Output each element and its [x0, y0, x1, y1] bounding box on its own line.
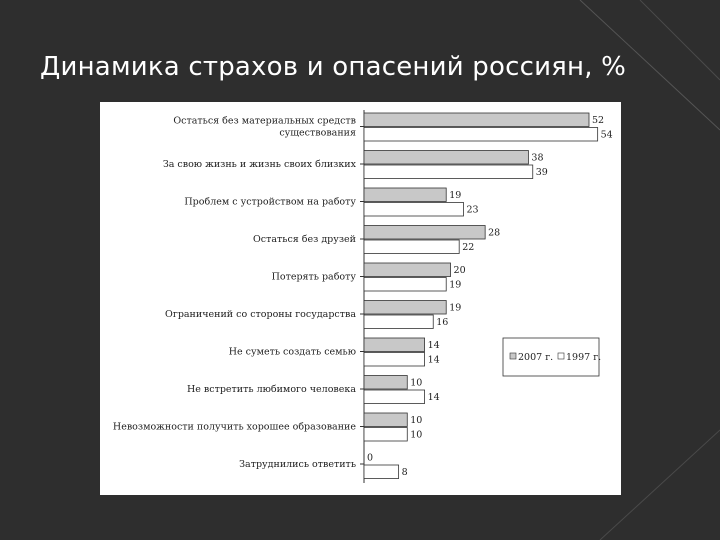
bar-2007 — [363, 375, 408, 390]
bar-2007 — [363, 262, 451, 277]
slide-title: Динамика страхов и опасений россиян, % — [40, 52, 627, 82]
category-label: Затруднились ответить — [239, 459, 356, 470]
bar-2007 — [363, 225, 486, 240]
legend-label-1997: 1997 г. — [566, 352, 601, 363]
bar-1997 — [363, 389, 425, 404]
category-label: Потерять работу — [272, 272, 357, 283]
data-label-1997: 23 — [467, 205, 479, 216]
data-label-2007: 38 — [531, 153, 543, 164]
category-label: Невозможности получить хорошее образован… — [113, 422, 356, 433]
data-label-2007: 14 — [428, 340, 440, 351]
bar-1997 — [363, 239, 460, 254]
bar-1997 — [363, 314, 434, 329]
legend-label-2007: 2007 г. — [518, 352, 553, 363]
data-label-1997: 8 — [402, 467, 408, 478]
bar-2007 — [363, 112, 590, 127]
category-label: Ограничений со стороны государства — [165, 309, 356, 320]
data-label-1997: 39 — [536, 167, 548, 178]
data-label-2007: 0 — [367, 453, 373, 464]
bar-2007 — [363, 300, 447, 315]
bar-1997 — [363, 202, 464, 217]
legend-swatch-2007 — [509, 352, 517, 360]
data-label-1997: 16 — [436, 317, 448, 328]
category-label: Проблем с устройством на работу — [184, 197, 356, 208]
chart-panel: Остаться без материальных средств существ… — [100, 102, 621, 495]
bar-1997 — [363, 127, 599, 142]
bar-1997 — [363, 352, 425, 367]
bar-2007 — [363, 412, 408, 427]
bar-1997 — [363, 427, 408, 442]
category-label: существования — [279, 128, 356, 139]
bar-2007 — [363, 187, 447, 202]
data-label-1997: 54 — [601, 130, 613, 141]
data-label-2007: 10 — [410, 378, 422, 389]
data-label-1997: 10 — [410, 430, 422, 441]
category-label: Не встретить любимого человека — [187, 384, 356, 395]
data-label-2007: 10 — [410, 415, 422, 426]
category-label: За свою жизнь и жизнь своих близких — [163, 159, 357, 170]
data-label-1997: 22 — [462, 242, 474, 253]
bar-2007 — [363, 150, 529, 165]
legend-swatch-1997 — [557, 352, 565, 360]
data-label-2007: 52 — [592, 115, 604, 126]
data-label-1997: 19 — [449, 280, 461, 291]
bar-1997 — [363, 164, 534, 179]
data-label-2007: 20 — [454, 265, 466, 276]
bar-2007 — [363, 337, 425, 352]
bar-1997 — [363, 464, 400, 479]
data-label-2007: 19 — [449, 303, 461, 314]
data-label-1997: 14 — [428, 355, 440, 366]
category-label: Остаться без друзей — [253, 234, 356, 245]
bar-1997 — [363, 277, 447, 292]
data-label-2007: 28 — [488, 228, 500, 239]
category-label: Не суметь создать семью — [229, 347, 356, 358]
data-label-1997: 14 — [428, 392, 440, 403]
legend-box — [502, 337, 600, 377]
bar-chart: Остаться без материальных средствсуществ… — [113, 110, 613, 483]
category-label: Остаться без материальных средств — [173, 116, 356, 127]
data-label-2007: 19 — [449, 190, 461, 201]
